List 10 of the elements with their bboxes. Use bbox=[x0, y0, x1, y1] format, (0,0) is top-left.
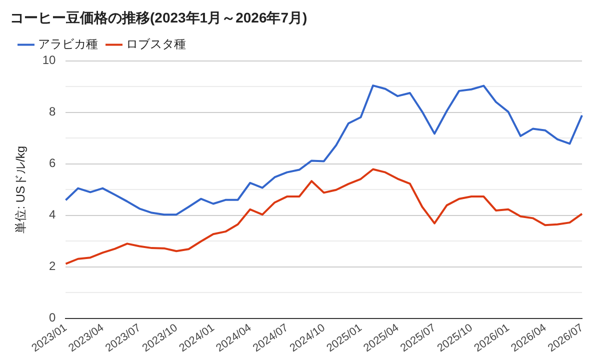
y-tick-label: 4 bbox=[49, 208, 56, 222]
y-tick-label: 10 bbox=[42, 53, 56, 68]
y-tick-label: 8 bbox=[49, 104, 56, 119]
legend-label: アラビカ種 bbox=[38, 37, 98, 52]
y-axis-title: 単位: USドル/kg bbox=[14, 146, 28, 234]
y-tick-label: 6 bbox=[49, 156, 56, 170]
chart-title: コーヒー豆価格の推移(2023年1月～2026年7月) bbox=[10, 9, 308, 26]
y-tick-label: 0 bbox=[49, 310, 56, 325]
y-tick-label: 2 bbox=[49, 259, 56, 274]
legend-label: ロブスタ種 bbox=[126, 37, 186, 52]
